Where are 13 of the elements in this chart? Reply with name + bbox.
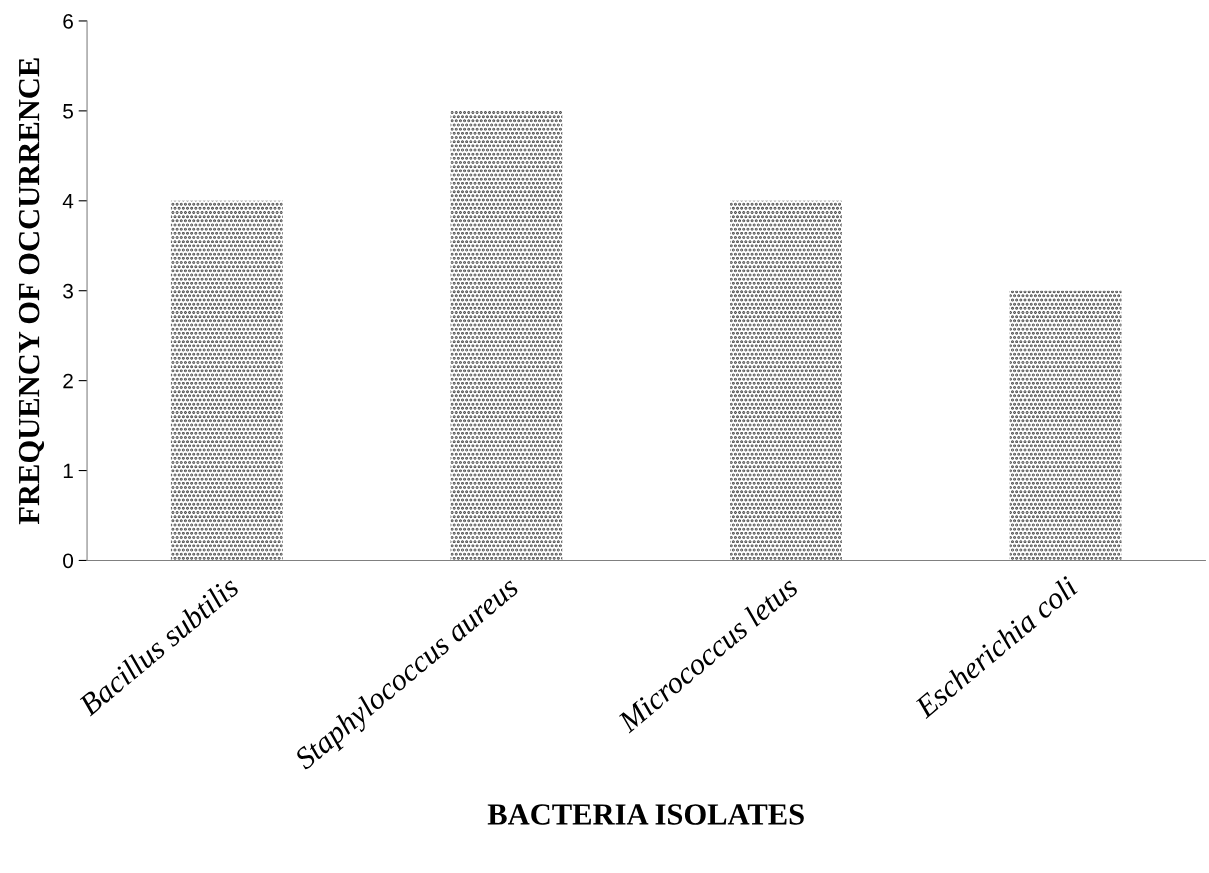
y-axis-title: FREQUENCY OF OCCURRENCE [18,58,45,525]
bar [1009,290,1122,561]
y-tick-label: 3 [63,283,73,299]
bar [450,110,563,561]
bar [730,200,842,561]
y-tick-label: 5 [63,104,73,119]
x-axis-title: BACTERIA ISOLATES [487,804,804,825]
y-tick-label: 4 [62,194,74,209]
bar [170,200,283,561]
y-tick-label: 6 [63,13,73,29]
y-tick-label: 2 [63,373,73,389]
y-tick-label: 1 [63,463,73,479]
y-tick-label: 0 [63,553,74,569]
